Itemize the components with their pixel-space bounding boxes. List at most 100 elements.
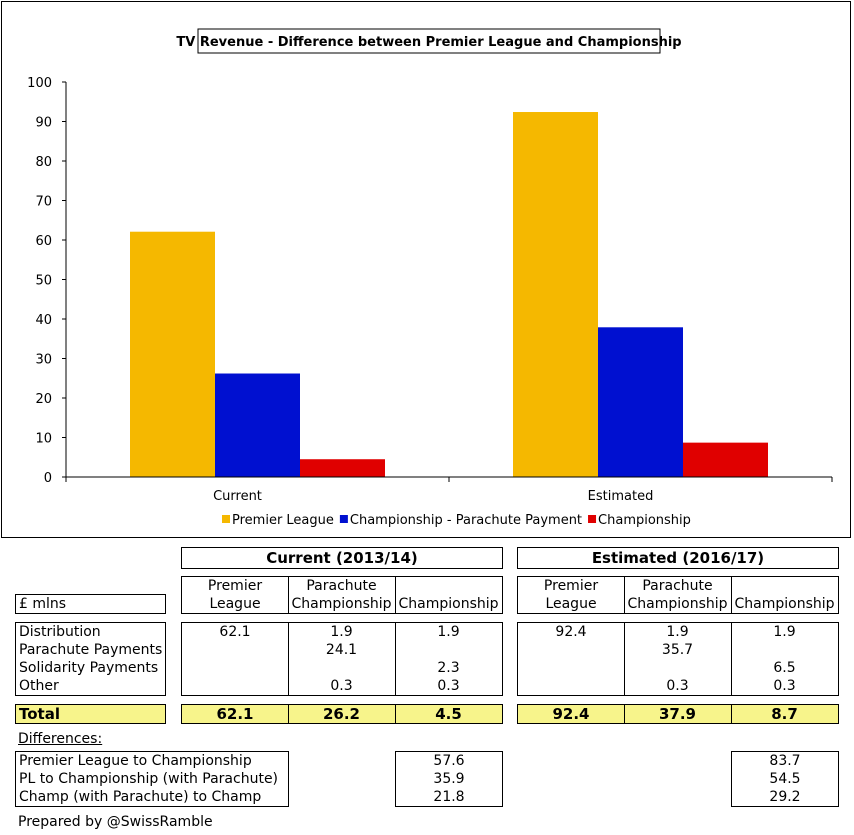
bar-chart: TV Revenue - Difference between Premier … [27,28,833,528]
diff-label-pl-to-champ: Premier League to Championship [19,753,252,769]
chart-frame: TV Revenue - Difference between Premier … [1,1,851,538]
divider [395,577,396,613]
col-header-parachute-championship: Parachute Championship [627,578,728,612]
total-box-estimated: 92.4 37.9 8.7 [517,704,839,724]
divider [624,623,625,695]
differences-estimated-box: 83.7 54.5 29.2 [731,751,839,807]
current-parachute-payments: 24.1 [325,642,358,658]
y-tick-label: 80 [35,155,52,170]
estimated-distribution-champ: 1.9 [773,624,796,640]
divider [731,705,732,723]
footer-credit: Prepared by @SwissRamble [18,814,213,830]
diff-label-pl-to-champ-parachute: PL to Championship (with Parachute) [19,771,279,787]
y-tick-label: 60 [35,234,52,249]
row-labels-box: Distribution Parachute Payments Solidari… [15,622,166,696]
bar-0-1 [215,373,300,477]
current-distribution-parachute: 1.9 [330,624,353,640]
y-tick-label: 10 [35,432,52,447]
legend-label-2: Championship [598,513,691,528]
y-tick-label: 50 [35,274,52,289]
divider [288,705,289,723]
legend-label-1: Championship - Parachute Payment [350,513,582,528]
y-tick-label: 100 [27,76,52,91]
total-current-champ: 4.5 [435,705,462,723]
y-tick-label: 40 [35,313,52,328]
estimated-distribution-parachute: 1.9 [666,624,689,640]
legend-swatch-1 [339,515,348,523]
legend-swatch-2 [588,515,597,523]
data-box-estimated: 92.4 1.9 1.9 35.7 6.5 0.3 0.3 [517,622,839,696]
differences-labels-box: Premier League to Championship PL to Cha… [15,751,289,807]
bar-1-2 [683,442,768,477]
current-distribution-champ: 1.9 [437,624,460,640]
current-distribution-pl: 62.1 [219,624,251,640]
bar-1-0 [513,112,598,478]
col-header-championship: Championship [398,596,499,612]
row-label-parachute-payments: Parachute Payments [19,642,163,658]
current-other-parachute: 0.3 [330,678,353,694]
total-estimated-champ: 8.7 [771,705,798,723]
col-header-premier-league: Premier League [543,578,599,612]
differences-current-box: 57.6 35.9 21.8 [395,751,503,807]
differences-heading: Differences: [18,731,103,747]
estimated-distribution-pl: 92.4 [555,624,587,640]
col-header-championship: Championship [734,596,835,612]
diff-current-2: 21.8 [433,789,465,805]
y-tick-label: 30 [35,353,52,368]
divider [731,623,732,695]
bar-0-0 [130,231,215,477]
row-label-solidarity-payments: Solidarity Payments [19,660,159,676]
data-box-current: 62.1 1.9 1.9 24.1 2.3 0.3 0.3 [181,622,503,696]
period-header-current: Current (2013/14) [181,547,503,569]
legend-label-0: Premier League [232,513,334,528]
current-other-champ: 0.3 [437,678,460,694]
col-headers-estimated: Premier League Parachute Championship Ch… [517,576,839,614]
col-header-parachute-championship: Parachute Championship [291,578,392,612]
y-tick-label: 0 [44,471,52,486]
y-tick-label: 20 [35,392,52,407]
y-tick-label: 90 [35,116,52,131]
estimated-other-champ: 0.3 [773,678,796,694]
estimated-other-parachute: 0.3 [666,678,689,694]
diff-estimated-2: 29.2 [769,789,801,805]
col-header-premier-league: Premier League [207,578,263,612]
y-tick-label: 70 [35,195,52,210]
period-label-current: Current (2013/14) [266,549,418,567]
x-tick-label: Current [213,489,262,504]
diff-current-0: 57.6 [433,753,465,769]
bar-0-2 [300,459,385,477]
total-estimated-parachute: 37.9 [658,705,696,723]
divider [395,705,396,723]
estimated-parachute-payments: 35.7 [661,642,694,658]
diff-label-champ-parachute-to-champ: Champ (with Parachute) to Champ [19,789,262,805]
row-label-other: Other [19,678,59,694]
diff-current-1: 35.9 [433,771,465,787]
estimated-solidarity-payments: 6.5 [773,660,796,676]
total-box-current: 62.1 26.2 4.5 [181,704,503,724]
col-headers-current: Premier League Parachute Championship Ch… [181,576,503,614]
divider [624,705,625,723]
bar-1-1 [598,327,683,477]
total-label: Total [19,705,60,723]
diff-estimated-0: 83.7 [769,753,801,769]
current-solidarity-payments: 2.3 [437,660,460,676]
divider [624,577,625,613]
unit-label: £ mlns [19,596,67,612]
total-current-parachute: 26.2 [322,705,360,723]
legend-swatch-0 [222,515,230,523]
unit-label-box: £ mlns [15,594,166,614]
divider [288,623,289,695]
divider [288,577,289,613]
total-estimated-pl: 92.4 [552,705,590,723]
chart-title: TV Revenue - Difference between Premier … [176,35,681,50]
total-current-pl: 62.1 [216,705,254,723]
row-label-distribution: Distribution [19,624,101,640]
period-label-estimated: Estimated (2016/17) [591,549,765,567]
divider [731,577,732,613]
diff-estimated-1: 54.5 [769,771,801,787]
x-tick-label: Estimated [588,489,654,504]
period-header-estimated: Estimated (2016/17) [517,547,839,569]
total-label-box: Total [15,704,166,724]
divider [395,623,396,695]
chart-title-box [197,28,661,54]
